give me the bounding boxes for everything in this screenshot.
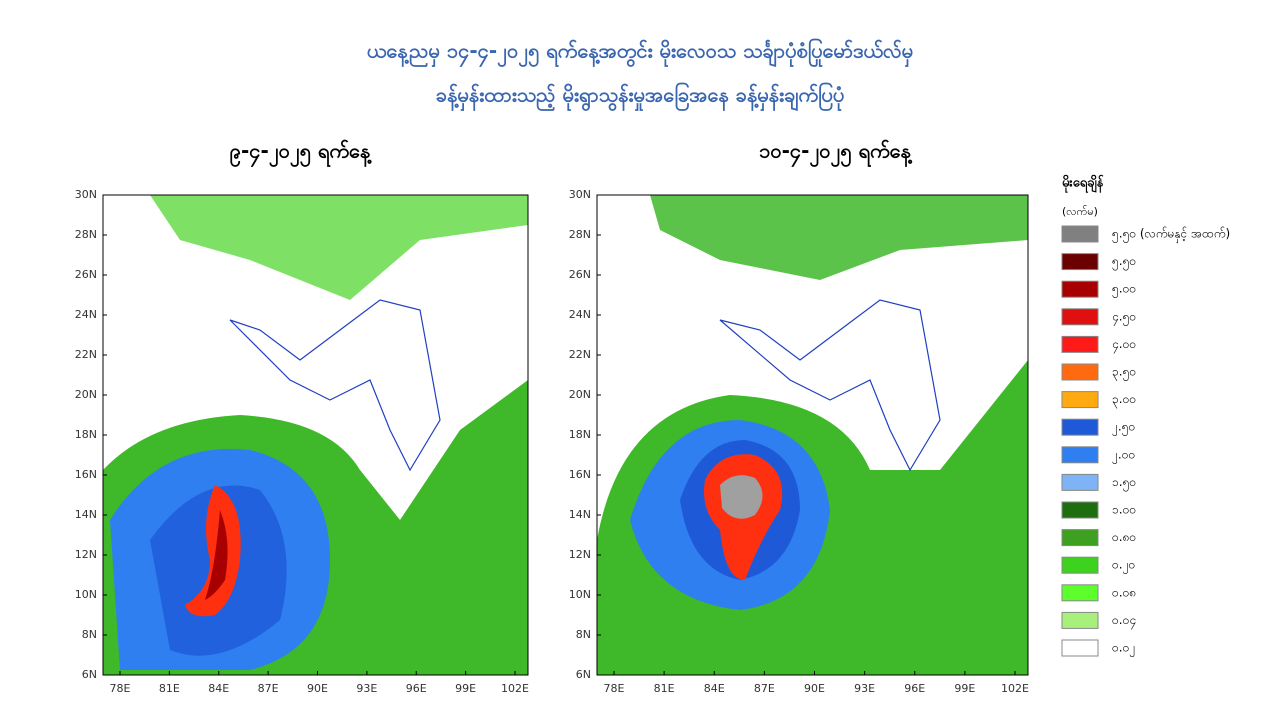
legend-swatch: [1061, 529, 1099, 547]
legend-label: ၅.၅၀ (လက်မနှင့် အထက်): [1112, 226, 1230, 244]
legend-label: ၃.၀၀: [1112, 392, 1136, 409]
legend-swatch: [1061, 611, 1099, 629]
rain-map: [103, 195, 528, 675]
legend-label: ၅.၅၀: [1112, 254, 1136, 271]
lon-label: 81E: [159, 682, 180, 695]
lat-label: 10N: [75, 588, 97, 601]
legend-swatch: [1061, 253, 1099, 271]
lat-label: 14N: [569, 508, 591, 521]
legend-label: ၀.၀၂: [1112, 641, 1135, 658]
lat-label: 24N: [569, 308, 591, 321]
lon-label: 93E: [854, 682, 875, 695]
lat-label: 14N: [75, 508, 97, 521]
lat-label: 6N: [82, 668, 97, 681]
legend-swatch: [1061, 501, 1099, 519]
legend-label: ၀.၈၀: [1112, 530, 1136, 544]
legend-label: ၁.၅၀: [1112, 475, 1136, 492]
lat-label: 30N: [75, 188, 97, 201]
legend-swatch: [1061, 446, 1099, 464]
rain-map: [597, 195, 1028, 675]
lon-label: 99E: [954, 682, 975, 695]
legend-label: ၄.၅၀: [1112, 309, 1136, 326]
lon-label: 81E: [654, 682, 675, 695]
title-line: ယနေ့ညမှ ၁၄-၄-၂၀၂၅ ရက်နေ့အတွင်း မိုးလေဝသ …: [367, 38, 913, 68]
lat-label: 12N: [75, 548, 97, 561]
legend-label: ၀.၀၄: [1112, 613, 1136, 630]
legend-label: ၂.၅၀: [1112, 420, 1135, 437]
legend-label: ၁.၀၀: [1112, 503, 1136, 517]
legend-swatch: [1061, 335, 1099, 353]
lat-label: 22N: [75, 348, 97, 361]
lat-label: 8N: [576, 628, 591, 641]
map-title: ၁၀-၄-၂၀၂၅ ရက်နေ့: [759, 139, 912, 168]
lat-label: 24N: [75, 308, 97, 321]
legend-label: ၂.၀၀: [1112, 447, 1135, 464]
lat-label: 26N: [569, 268, 591, 281]
legend-label: ၅.၀၀: [1112, 282, 1136, 299]
legend-label: ၃.၅၀: [1112, 365, 1136, 382]
legend-swatch: [1061, 639, 1099, 657]
lat-label: 28N: [75, 228, 97, 241]
lon-label: 102E: [501, 682, 529, 695]
legend: မိုးရေချိန် (လက်မ) ၅.၅၀ (လက်မနှင့် အထက်)…: [1061, 174, 1230, 658]
map-title: ၉-၄-၂၀၂၅ ရက်နေ့: [230, 139, 372, 168]
legend-unit: (လက်မ): [1062, 205, 1098, 218]
axes: 30N 28N 26N 24N 22N 20N 18N 16N 14N 12N 10N 8N 6N 78E…: [75, 188, 1029, 695]
lon-label: 84E: [704, 682, 725, 695]
legend-swatch: [1061, 280, 1099, 298]
lat-label: 20N: [569, 388, 591, 401]
lat-label: 22N: [569, 348, 591, 361]
lon-label: 78E: [110, 682, 131, 695]
lat-label: 16N: [569, 468, 591, 481]
lat-label: 26N: [75, 268, 97, 281]
legend-swatch: [1061, 584, 1099, 602]
lat-label: 10N: [569, 588, 591, 601]
lat-label: 20N: [75, 388, 97, 401]
legend-swatch: [1061, 225, 1099, 243]
lon-label: 87E: [258, 682, 279, 695]
lon-label: 87E: [754, 682, 775, 695]
legend-label: ၄.၀၀: [1112, 337, 1136, 354]
legend-title: မိုးရေချိန်: [1062, 174, 1105, 194]
title-line: ခန့်မှန်းထားသည့် မိုးရွာသွန်းမှုအခြေအနေ …: [436, 82, 845, 112]
lat-label: 16N: [75, 468, 97, 481]
lon-label: 90E: [804, 682, 825, 695]
lon-label: 78E: [604, 682, 625, 695]
lat-label: 8N: [82, 628, 97, 641]
lon-label: 96E: [406, 682, 427, 695]
legend-swatch: [1061, 418, 1099, 436]
legend-swatch: [1061, 556, 1099, 574]
lat-label: 18N: [569, 428, 591, 441]
lon-label: 96E: [904, 682, 925, 695]
lat-label: 6N: [576, 668, 591, 681]
lat-label: 28N: [569, 228, 591, 241]
lon-label: 93E: [356, 682, 377, 695]
lat-label: 30N: [569, 188, 591, 201]
legend-label: ၀.၀၈: [1112, 585, 1136, 599]
lat-label: 12N: [569, 548, 591, 561]
lon-label: 84E: [208, 682, 229, 695]
lon-label: 102E: [1001, 682, 1029, 695]
lat-label: 18N: [75, 428, 97, 441]
lon-label: 99E: [455, 682, 476, 695]
legend-label: ၀.၂၀: [1112, 558, 1135, 575]
legend-swatch: [1061, 308, 1099, 326]
legend-swatch: [1061, 473, 1099, 491]
legend-swatch: [1061, 363, 1099, 381]
lon-label: 90E: [307, 682, 328, 695]
legend-swatch: [1061, 391, 1099, 409]
